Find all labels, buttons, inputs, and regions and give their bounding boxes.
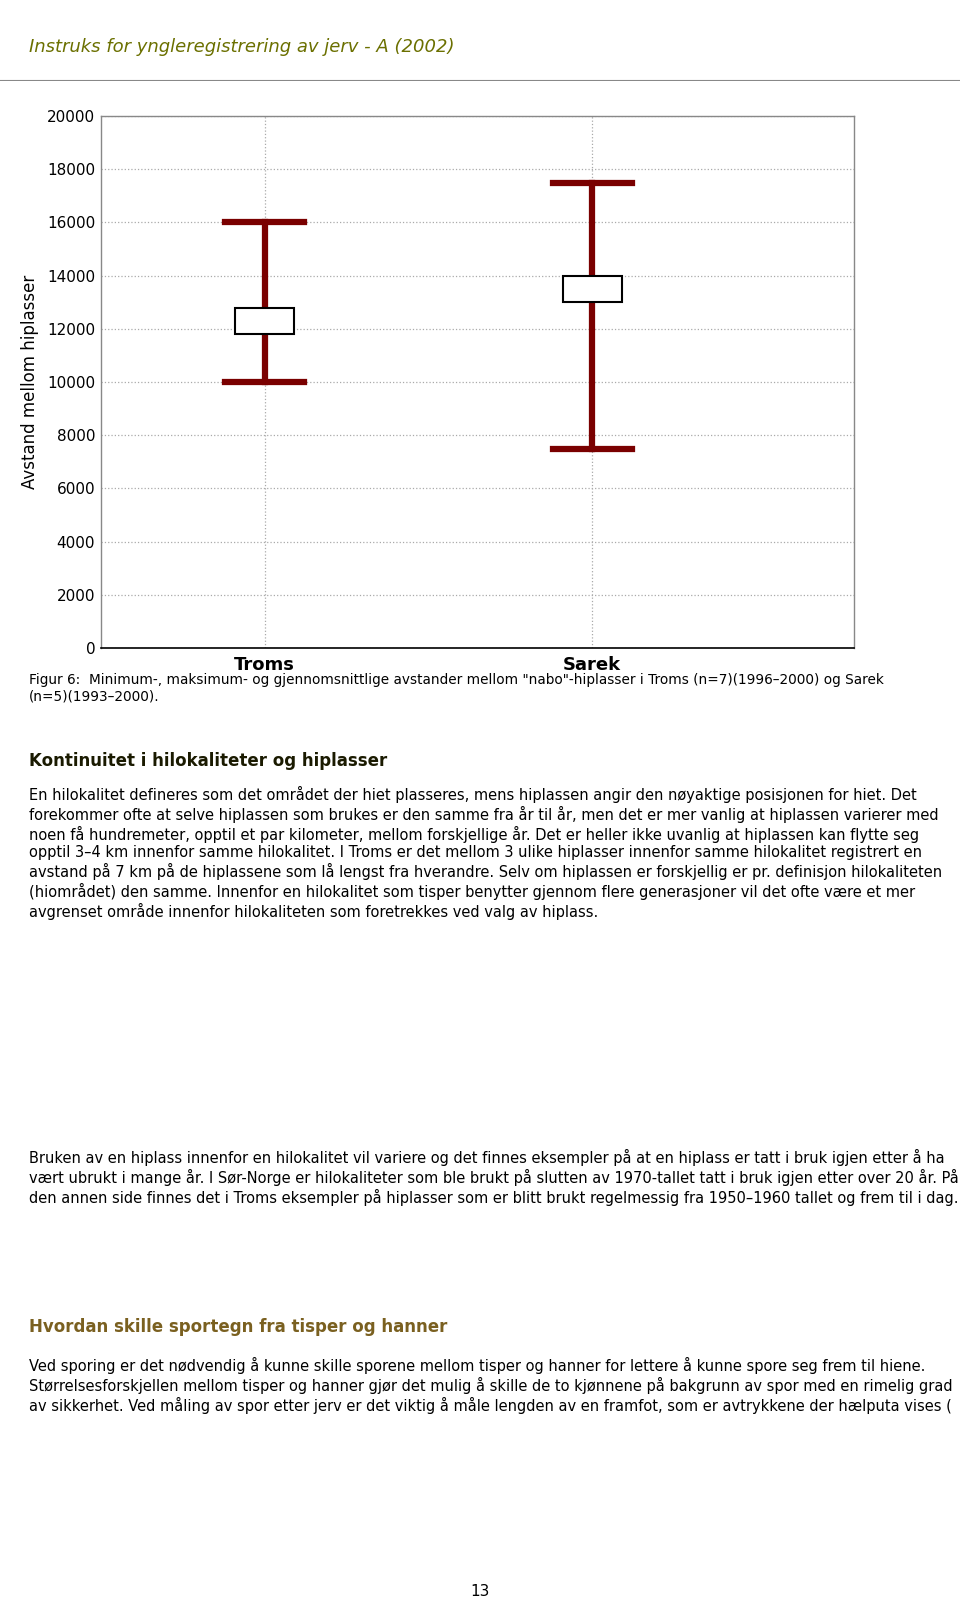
Text: En hilokalitet defineres som det området der hiet plasseres, mens hiplassen angi: En hilokalitet defineres som det området…: [29, 787, 942, 919]
Bar: [563, 276, 622, 303]
Text: 13: 13: [470, 1585, 490, 1599]
Text: Bruken av en hiplass innenfor en hilokalitet vil variere og det finnes eksempler: Bruken av en hiplass innenfor en hilokal…: [29, 1149, 958, 1206]
Text: Ved sporing er det nødvendig å kunne skille sporene mellom tisper og hanner for : Ved sporing er det nødvendig å kunne ski…: [29, 1357, 952, 1414]
Bar: [235, 308, 294, 334]
Text: Instruks for yngleregistrering av jerv - A (2002): Instruks for yngleregistrering av jerv -…: [29, 39, 454, 56]
Text: Hvordan skille sportegn fra tisper og hanner: Hvordan skille sportegn fra tisper og ha…: [29, 1319, 447, 1336]
Y-axis label: Avstand mellom hiplasser: Avstand mellom hiplasser: [21, 276, 38, 488]
Text: Figur 6:  Minimum-, maksimum- og gjennomsnittlige avstander mellom "nabo"-hiplas: Figur 6: Minimum-, maksimum- og gjennoms…: [29, 674, 883, 703]
Text: Kontinuitet i hilokaliteter og hiplasser: Kontinuitet i hilokaliteter og hiplasser: [29, 751, 387, 771]
